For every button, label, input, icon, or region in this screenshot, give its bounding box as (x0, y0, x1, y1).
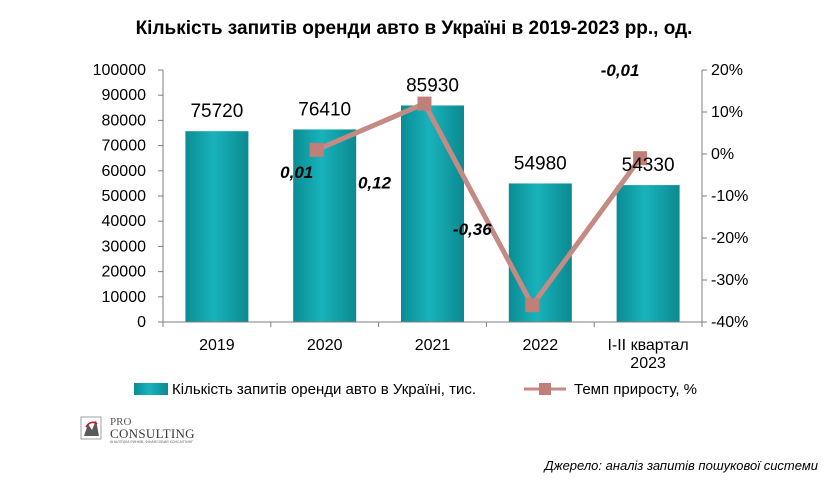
x-axis: 2019 2020 2021 2022 І-ІІ квартал 2023 (162, 321, 703, 372)
data-labels: 75720 76410 85930 54980 54330 0,01 0,12 -0,36 -0… (190, 61, 674, 239)
x-tick-label: 2022 (523, 337, 559, 354)
chart-title: Кількість запитів оренди авто в Україні … (136, 18, 693, 39)
pro-consulting-logo: PRO CONSULTING АНАЛІТИКА РИНКІВ, ФІНАНСО… (80, 416, 195, 444)
legend-label-bars: Кількість запитів оренди авто в Україні,… (172, 381, 476, 398)
bar-series (185, 105, 680, 323)
logo-emblem-icon (84, 420, 99, 436)
left-tick-label: 60000 (102, 163, 147, 180)
growth-marker (309, 142, 324, 157)
bar-value-label: 75720 (190, 101, 243, 122)
bar-value-label: 76410 (298, 99, 351, 120)
x-tick-label: 2019 (199, 337, 235, 354)
x-tick-label: 2021 (415, 337, 451, 354)
left-tick-label: 100000 (93, 62, 146, 79)
left-tick-label: 10000 (102, 289, 147, 306)
left-tick-label: 0 (137, 314, 146, 331)
bar (293, 129, 357, 322)
left-y-axis: 0 10000 20000 30000 40000 50000 60000 70000 8000… (93, 62, 164, 331)
right-tick-label: 10% (711, 104, 743, 121)
bar-value-label: 54980 (514, 153, 567, 174)
logo-swoosh-icon (85, 421, 98, 428)
growth-marker (417, 96, 432, 111)
left-tick-label: 90000 (102, 87, 147, 104)
growth-value-label: -0,01 (601, 61, 640, 80)
growth-marker (525, 298, 540, 313)
source-note: Джерело: аналіз запитів пошукової систем… (542, 458, 818, 473)
bar (616, 185, 680, 322)
logo-pro-text: PRO (110, 416, 131, 428)
bar-value-label: 54330 (622, 155, 675, 176)
right-tick-label: -40% (711, 314, 748, 331)
right-tick-label: -30% (711, 272, 748, 289)
left-tick-label: 40000 (102, 213, 147, 230)
logo-tagline: АНАЛІТИКА РИНКІВ, ФІНАНСОВИЙ КОНСАЛТИНГ (110, 440, 193, 444)
right-tick-label: -10% (711, 188, 748, 205)
left-tick-label: 80000 (102, 112, 147, 129)
bar (401, 105, 464, 323)
left-tick-label: 20000 (102, 264, 147, 281)
bar-value-label: 85930 (406, 75, 459, 96)
x-tick-label: 2020 (307, 337, 343, 354)
legend-swatch-bars (134, 383, 168, 395)
growth-value-label: 0,01 (280, 163, 313, 182)
legend-label-line: Темп приросту, % (574, 381, 697, 398)
growth-line (315, 101, 643, 308)
growth-value-label: -0,36 (453, 220, 492, 239)
legend-swatch-marker (539, 383, 551, 395)
growth-line-series (309, 96, 648, 313)
legend: Кількість запитів оренди авто в Україні,… (134, 381, 697, 398)
logo-consulting-text: CONSULTING (110, 426, 195, 441)
growth-marker (633, 151, 648, 166)
right-tick-label: 0% (711, 146, 734, 163)
left-tick-label: 30000 (102, 238, 147, 255)
bar (185, 131, 249, 322)
left-tick-label: 70000 (102, 138, 147, 155)
right-y-axis: -40% -30% -20% -10% 0% 10% 20% (701, 62, 748, 331)
left-tick-label: 50000 (102, 188, 147, 205)
x-tick-label: І-ІІ квартал 2023 (607, 337, 688, 372)
bar (508, 183, 572, 322)
right-tick-label: -20% (711, 230, 748, 247)
right-tick-label: 20% (711, 62, 743, 79)
growth-value-label: 0,12 (358, 174, 392, 193)
